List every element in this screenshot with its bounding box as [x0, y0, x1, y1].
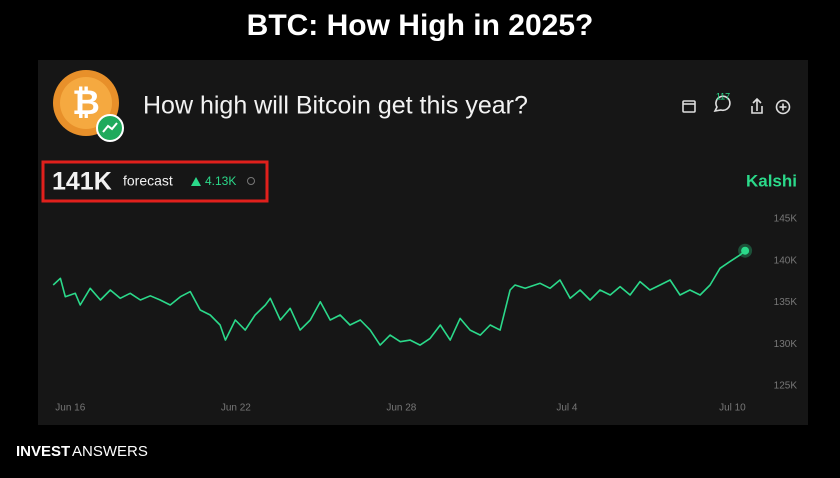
price-line [52, 250, 746, 346]
x-tick-label: Jun 28 [386, 403, 416, 414]
svg-text:₿: ₿ [72, 84, 100, 122]
plot: 125K 130K 135K 140K 145K Jun 16 Jun 22 Jun 28 Ju… [52, 214, 798, 414]
change: 4.13K [205, 174, 236, 188]
toolbar[interactable] [682, 95, 791, 115]
x-tick-label: Jun 22 [221, 403, 251, 414]
y-tick-label: 145K [774, 214, 798, 225]
brand-bold: INVEST [16, 443, 70, 460]
y-tick-label: 125K [774, 381, 798, 392]
question: How high will Bitcoin get this year? [143, 92, 528, 120]
x-tick-label: Jul 10 [719, 403, 746, 414]
info-icon [247, 177, 255, 185]
panel [38, 60, 808, 425]
y-tick-label: 130K [774, 339, 798, 350]
source: Kalshi [746, 171, 797, 190]
x-tick-label: Jul 4 [556, 403, 578, 414]
page-title: BTC: How High in 2025? [247, 9, 594, 42]
x-tick-label: Jun 16 [55, 403, 85, 414]
up-arrow [191, 177, 201, 186]
comment-count: 117 [716, 91, 730, 101]
forecast-value: 141K [52, 168, 112, 196]
coin-icon: ₿ [53, 70, 124, 142]
forecast-label: forecast [123, 173, 173, 189]
highlight-box [41, 160, 269, 203]
brand-light: ANSWERS [72, 443, 148, 460]
y-tick-label: 140K [774, 255, 798, 266]
last-point [741, 246, 750, 255]
y-tick-label: 135K [774, 297, 798, 308]
